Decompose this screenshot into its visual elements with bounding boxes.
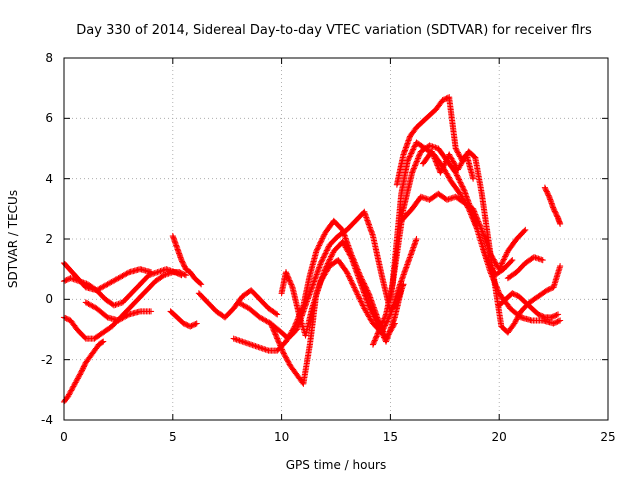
x-tick-label-15: 15 xyxy=(383,430,398,444)
x-tick-label-25: 25 xyxy=(600,430,615,444)
y-tick-label-2: 2 xyxy=(45,232,53,246)
series-track-l xyxy=(278,235,420,339)
x-tick-label-10: 10 xyxy=(274,430,289,444)
y-axis-label: SDTVAR / TECUs xyxy=(6,190,20,288)
x-tick-label-5: 5 xyxy=(169,430,177,444)
x-tick-labels: 0 5 10 15 20 25 xyxy=(60,430,615,444)
y-tick-labels: -4 -2 0 2 4 6 8 xyxy=(41,51,53,427)
series-track-o xyxy=(393,94,564,336)
series-track-h xyxy=(195,287,281,321)
x-tick-label-0: 0 xyxy=(60,430,68,444)
x-tick-label-20: 20 xyxy=(492,430,507,444)
series-track-f xyxy=(169,232,205,288)
data-series-layer xyxy=(60,94,564,406)
series-track-g xyxy=(167,308,200,330)
chart-title: Day 330 of 2014, Sidereal Day-to-day VTE… xyxy=(76,23,592,38)
series-track-a xyxy=(60,338,107,406)
y-tick-label-4: 4 xyxy=(45,172,53,186)
series-track-p xyxy=(398,190,529,273)
series-track-r xyxy=(496,290,562,321)
y-tick-label-neg4: -4 xyxy=(41,413,53,427)
y-tick-label-neg2: -2 xyxy=(41,353,53,367)
series-track-t xyxy=(541,184,564,228)
x-axis-label: GPS time / hours xyxy=(286,458,387,472)
y-tick-label-6: 6 xyxy=(45,111,53,125)
y-tick-label-0: 0 xyxy=(45,292,53,306)
series-track-s xyxy=(504,253,546,282)
y-tick-label-8: 8 xyxy=(45,51,53,65)
series-track-q xyxy=(419,148,477,182)
series-track-e xyxy=(82,299,155,324)
plot-frame xyxy=(63,57,609,421)
